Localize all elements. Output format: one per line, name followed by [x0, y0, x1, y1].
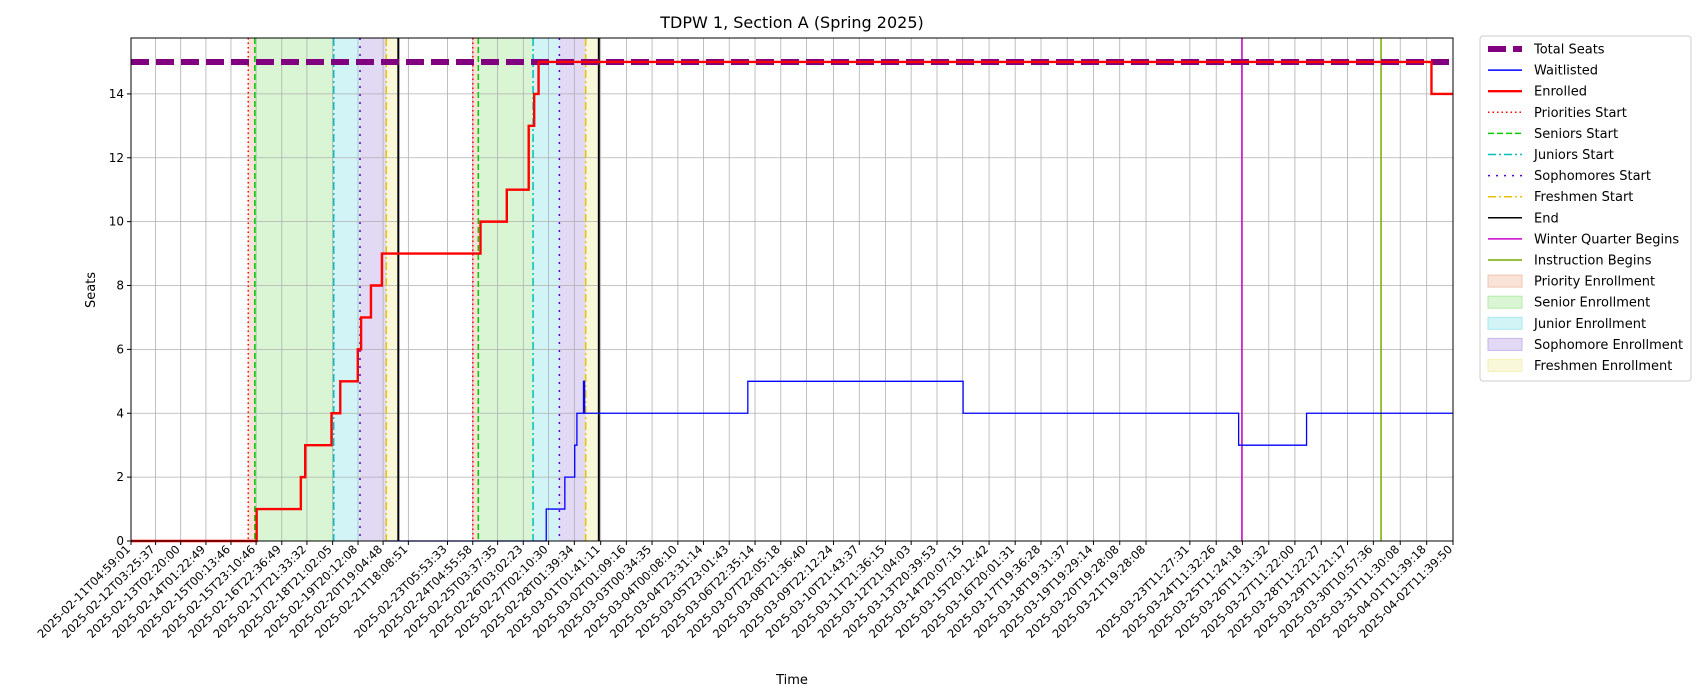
span-priority-enrollment [248, 38, 255, 541]
y-tick-label: 4 [116, 406, 124, 420]
legend-label-junior-enrollment: Junior Enrollment [1533, 317, 1646, 332]
legend: Total Seats Waitlisted Enrolled Priorities … [1479, 35, 1692, 382]
span-senior-enrollment [254, 38, 334, 541]
legend-label-total-seats: Total Seats [1533, 43, 1605, 58]
data-series [131, 58, 1453, 543]
legend-swatch-freshmen-enrollment [1487, 359, 1523, 372]
legend-box [1479, 35, 1692, 382]
legend-label-instruction-begins: Instruction Begins [1534, 254, 1652, 269]
y-tick-label: 0 [116, 534, 124, 548]
y-tick-label: 12 [109, 151, 124, 165]
y-tick-label: 6 [116, 342, 124, 356]
legend-swatch-sophomore-enrollment [1487, 337, 1523, 351]
legend-swatch-junior-enrollment [1487, 316, 1523, 330]
legend-label-freshmen-start: Freshmen Start [1534, 190, 1633, 205]
span-freshmen-enrollment [585, 38, 599, 541]
legend-swatch-senior-enrollment [1487, 295, 1523, 309]
event-lines [247, 38, 1382, 541]
x-axis-label: Time [775, 673, 808, 688]
legend-label-sophomore-enrollment: Sophomore Enrollment [1534, 338, 1683, 353]
span-senior-enrollment [478, 38, 534, 541]
enrollment-periods [248, 38, 599, 541]
chart-title: TDPW 1, Section A (Spring 2025) [659, 13, 923, 32]
y-tick-label: 14 [109, 87, 124, 101]
span-sophomore-enrollment [359, 38, 387, 541]
legend-label-juniors-start: Juniors Start [1533, 148, 1614, 163]
legend-label-seniors-start: Seniors Start [1534, 127, 1618, 142]
series-waitlisted [383, 380, 1453, 542]
span-sophomore-enrollment [559, 38, 586, 541]
span-junior-enrollment [333, 38, 360, 541]
legend-label-priority-enrollment: Priority Enrollment [1534, 275, 1655, 290]
x-ticks: 2025-02-11T04:59:012025-02-12T03:25:3720… [34, 541, 1455, 641]
plot-frame [130, 37, 1454, 542]
legend-label-waitlisted: Waitlisted [1534, 64, 1598, 79]
legend-label-winter-quarter-begins: Winter Quarter Begins [1534, 232, 1679, 247]
legend-label-enrolled: Enrolled [1534, 85, 1587, 100]
y-ticks: 0 2 4 6 8 10 12 14 [109, 87, 131, 548]
legend-label-priorities-start: Priorities Start [1534, 106, 1627, 121]
legend-label-senior-enrollment: Senior Enrollment [1534, 296, 1650, 311]
y-axis-label: Seats [84, 272, 99, 308]
span-junior-enrollment [533, 38, 560, 541]
span-freshmen-enrollment [386, 38, 399, 541]
series-enrolled [131, 60, 1453, 543]
legend-label-freshmen-enrollment: Freshmen Enrollment [1534, 359, 1672, 374]
legend-swatch-priority-enrollment [1487, 274, 1523, 288]
y-tick-label: 2 [116, 470, 124, 484]
legend-label-sophomores-start: Sophomores Start [1534, 169, 1651, 184]
y-tick-label: 10 [109, 215, 124, 229]
y-tick-label: 8 [116, 279, 124, 293]
legend-label-end: End [1534, 211, 1559, 226]
span-priority-enrollment [472, 38, 479, 541]
